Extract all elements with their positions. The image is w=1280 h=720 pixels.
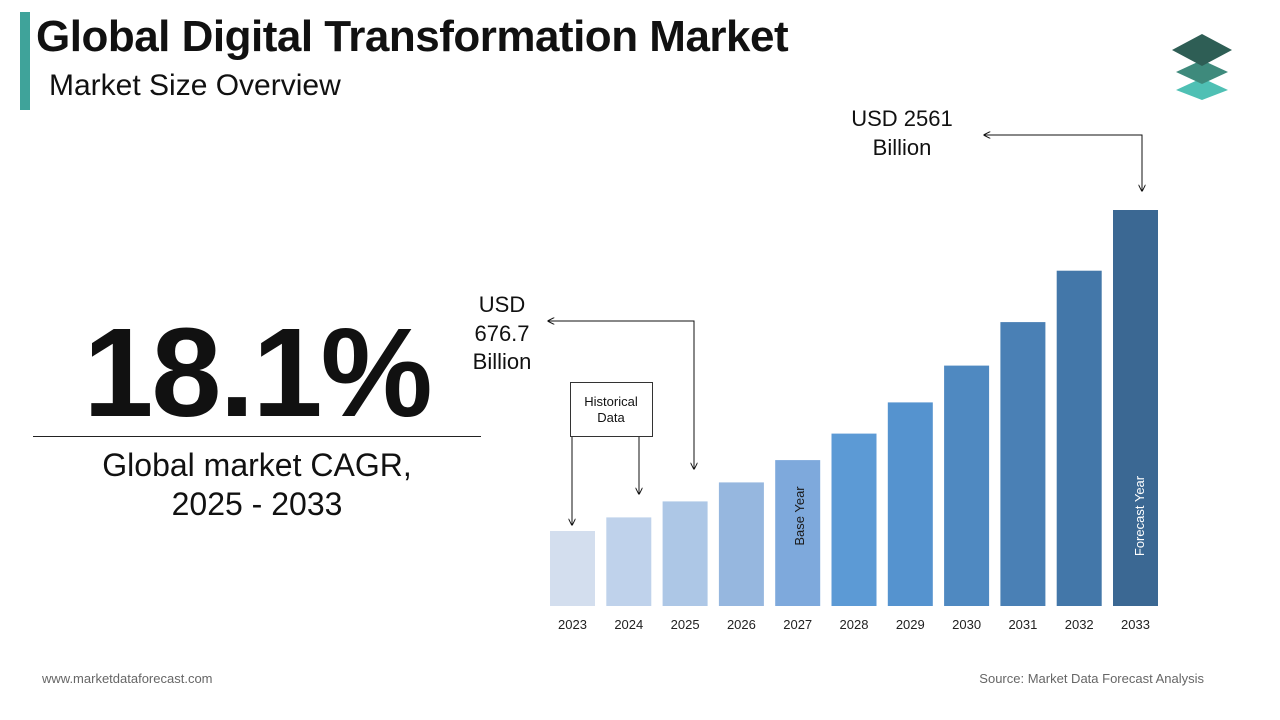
- cagr-label: Global market CAGR, 2025 - 2033: [33, 446, 481, 524]
- footer-website: www.marketdataforecast.com: [42, 671, 213, 686]
- historical-data-label-line2: Data: [597, 410, 625, 425]
- cagr-label-line1: Global market CAGR,: [102, 447, 412, 483]
- x-tick-label-2028: 2028: [840, 617, 869, 632]
- bar-2029: [887, 402, 933, 606]
- annotation-top-value-line1: USD 2561: [851, 106, 953, 131]
- x-tick-label-2031: 2031: [1008, 617, 1037, 632]
- bar-2033: [1113, 210, 1158, 606]
- x-tick-label-2033: 2033: [1121, 617, 1150, 632]
- footer-source: Source: Market Data Forecast Analysis: [979, 671, 1204, 686]
- bar-2030: [944, 365, 990, 606]
- cagr-value: 18.1%: [83, 302, 432, 443]
- x-tick-label-2029: 2029: [896, 617, 925, 632]
- annotation-mid-arrow: [548, 321, 694, 469]
- x-tick-label-2024: 2024: [614, 617, 643, 632]
- x-tick-label-2032: 2032: [1065, 617, 1094, 632]
- bar-2031: [1000, 322, 1046, 606]
- bar-2024: [606, 517, 652, 606]
- x-tick-label-2026: 2026: [727, 617, 756, 632]
- bar-2028: [831, 433, 877, 606]
- annotation-top-value-line2: Billion: [873, 135, 932, 160]
- annotation-mid-value-line1: USD: [479, 292, 525, 317]
- page-subtitle: Market Size Overview: [49, 69, 341, 102]
- forecast-year-label: Forecast Year: [1132, 475, 1147, 556]
- historical-data-label-line1: Historical: [584, 394, 638, 409]
- page-title: Global Digital Transformation Market: [36, 12, 789, 61]
- historical-data-box: [570, 382, 653, 437]
- bar-2023: [550, 531, 595, 606]
- bar-2032: [1056, 270, 1102, 606]
- bar-2026: [718, 482, 764, 606]
- x-tick-label-2023: 2023: [558, 617, 587, 632]
- title-accent-bar: [20, 12, 30, 110]
- cagr-divider: [33, 436, 481, 437]
- annotation-top-arrow: [984, 135, 1142, 191]
- cagr-label-line2: 2025 - 2033: [171, 486, 343, 522]
- x-tick-label-2027: 2027: [783, 617, 812, 632]
- bar-2025: [662, 501, 708, 606]
- stacked-layers-icon: [1172, 34, 1232, 100]
- base-year-label: Base Year: [792, 486, 807, 546]
- bar-2027: [775, 460, 821, 606]
- x-tick-label-2025: 2025: [671, 617, 700, 632]
- annotation-mid-value-line2: 676.7: [474, 321, 529, 346]
- annotation-mid-value-line3: Billion: [473, 349, 532, 374]
- x-tick-label-2030: 2030: [952, 617, 981, 632]
